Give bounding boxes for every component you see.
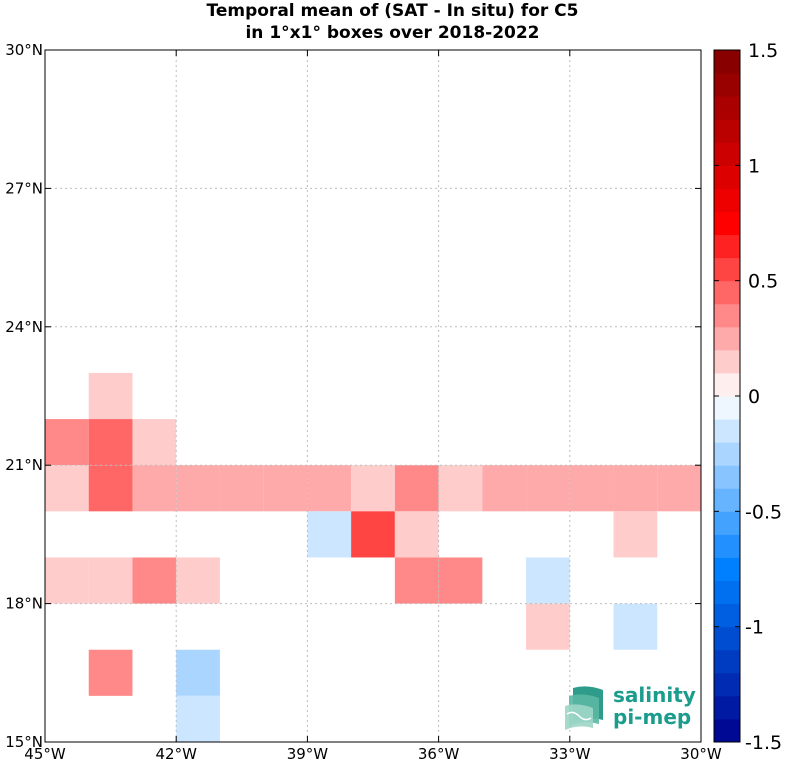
salinity-pi-mep-logo: salinity pi-mep (563, 684, 703, 732)
colorbar-segment (714, 511, 740, 535)
colorbar-segment (714, 396, 740, 420)
heatmap-cell (88, 465, 133, 512)
colorbar-segment (714, 280, 740, 305)
colorbar-segment (714, 718, 740, 743)
heatmap-cell (88, 557, 133, 604)
colorbar-segment (714, 165, 740, 189)
colorbar-segment (714, 465, 740, 489)
colorbar-tick-label: 1.5 (748, 40, 778, 62)
colorbar-segment (714, 326, 740, 351)
heatmap-cell (176, 695, 220, 742)
y-tick-label: 18°N (5, 595, 43, 613)
y-tick-label: 30°N (5, 41, 43, 59)
colorbar-tick-label: -1 (745, 617, 764, 639)
chart-title: Temporal mean of (SAT - In situ) for C5 … (0, 0, 785, 44)
colorbar-segment (714, 303, 740, 328)
colorbar-segment (714, 442, 740, 466)
heatmap-cell (176, 649, 220, 696)
colorbar-segment (714, 119, 740, 143)
y-tick-label: 21°N (5, 456, 43, 474)
x-tick-label: 45°W (24, 745, 66, 763)
heatmap-cell (394, 511, 439, 558)
colorbar-segment (714, 626, 740, 651)
salinity-waves-icon (565, 686, 603, 730)
heatmap-cell (438, 465, 483, 512)
heatmap-cell (351, 511, 395, 558)
colorbar-segment (714, 488, 740, 512)
heatmap-cell (176, 465, 220, 512)
gridlines (45, 50, 701, 742)
logo-line2: pi-mep (613, 705, 692, 729)
heatmap-cell (307, 511, 352, 558)
chart-title-line2: in 1°x1° boxes over 2018-2022 (245, 23, 540, 43)
chart-title-line1: Temporal mean of (SAT - In situ) for C5 (206, 1, 579, 21)
colorbar-segment (714, 142, 740, 166)
colorbar-segment (714, 257, 740, 282)
colorbar-segment (714, 672, 740, 697)
heatmap-cell (45, 465, 89, 512)
colorbar-segment (714, 188, 740, 212)
heatmap-cell (132, 419, 177, 466)
heatmap-cell (657, 465, 701, 512)
colorbar-segment (714, 73, 740, 97)
heatmap-cell (526, 603, 570, 650)
colorbar-tick-label: 1 (748, 155, 760, 177)
heatmap-cell (88, 419, 133, 466)
colorbar-segment (714, 349, 740, 374)
colorbar-tick-label: -1.5 (745, 732, 782, 754)
heatmap-cell (132, 557, 177, 604)
heatmap-cell (132, 465, 177, 512)
axes: 45°W 42°W 39°W 36°W 33°W 30°W 15°N 18°N 21°N 24°N… (5, 41, 722, 763)
colorbar-segment (714, 580, 740, 605)
heatmap-cell (613, 465, 658, 512)
heatmap-cell (482, 465, 527, 512)
heatmap-cell (307, 465, 352, 512)
colorbar-segment (714, 50, 740, 74)
x-tick-label: 39°W (287, 745, 329, 763)
plot-frame (44, 49, 702, 743)
heatmap-cell (88, 649, 133, 696)
heatmap-cell (176, 557, 220, 604)
heatmap-cell (569, 465, 614, 512)
colorbar-segment (714, 695, 740, 720)
heatmap-cell (613, 603, 658, 650)
logo-text: salinity pi-mep (613, 684, 696, 728)
colorbar-segment (714, 372, 740, 397)
colorbar-tick-label: 0.5 (748, 271, 778, 293)
heatmap-cell (526, 557, 570, 604)
heatmap-cell (45, 557, 89, 604)
y-tick-label: 24°N (5, 318, 43, 336)
colorbar: -1.5 -1 -0.5 0 0.5 1 1.5 (713, 40, 782, 754)
heatmap-cell (219, 465, 264, 512)
x-tick-label: 42°W (155, 745, 197, 763)
y-tick-label: 27°N (5, 179, 43, 197)
colorbar-segment (714, 96, 740, 120)
x-tick-label: 30°W (680, 745, 722, 763)
colorbar-segment (714, 419, 740, 443)
colorbar-segment (714, 557, 740, 582)
heatmap-cell (613, 511, 658, 558)
x-tick-label: 36°W (418, 745, 460, 763)
heatmap-cell (88, 372, 133, 420)
logo-line1: salinity (613, 683, 696, 707)
heatmap-cell (526, 465, 570, 512)
colorbar-segment (714, 534, 740, 558)
heatmap-cells (45, 372, 701, 742)
heatmap-cell (394, 465, 439, 512)
colorbar-tick-label: 0 (748, 386, 760, 408)
y-tick-label: 15°N (5, 733, 43, 751)
colorbar-segment (714, 649, 740, 674)
colorbar-segment (714, 211, 740, 236)
heatmap-cell (45, 419, 89, 466)
colorbar-segment (714, 603, 740, 628)
colorbar-segment (714, 234, 740, 259)
heatmap-cell (351, 465, 395, 512)
heatmap-cell (438, 557, 483, 604)
heatmap-cell (263, 465, 308, 512)
colorbar-tick-label: -0.5 (745, 501, 782, 523)
heatmap-cell (394, 557, 439, 604)
x-tick-label: 33°W (549, 745, 591, 763)
